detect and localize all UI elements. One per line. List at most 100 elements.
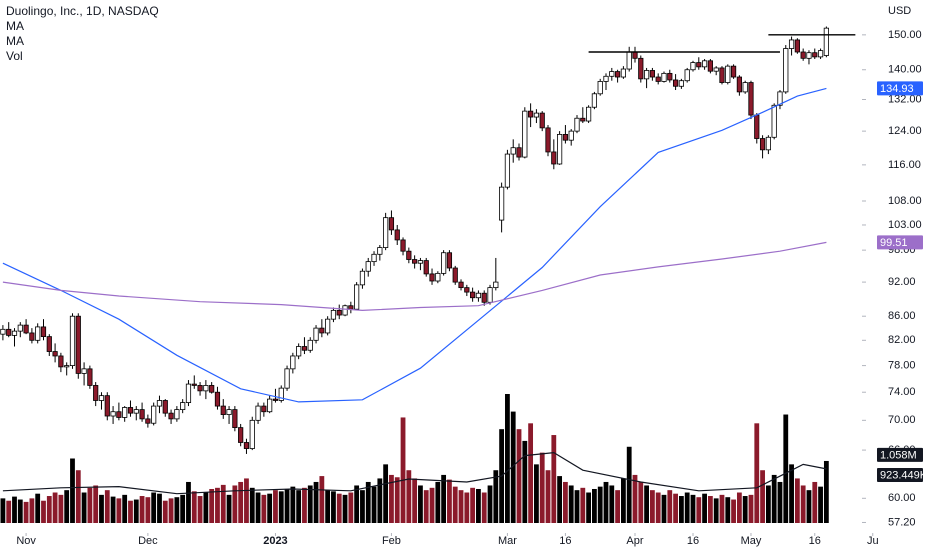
volume-bar: [586, 492, 592, 523]
candle-body: [626, 51, 632, 70]
candle-body: [464, 287, 470, 293]
candle-body: [284, 368, 290, 389]
volume-bar: [284, 488, 290, 523]
candle-body: [748, 82, 754, 116]
volume-bar: [313, 481, 319, 523]
candle-body: [504, 153, 511, 188]
x-tick-label: 2023: [263, 535, 287, 547]
candle-body: [58, 355, 64, 368]
volume-bar: [29, 498, 35, 523]
volume-bar: [823, 460, 829, 523]
volume-bar: [626, 446, 632, 523]
candle-body: [655, 76, 661, 82]
volume-bar: [429, 487, 435, 523]
candle-body: [214, 391, 221, 407]
volume-bar: [267, 493, 273, 523]
candle-body: [678, 80, 684, 87]
volume-bar: [777, 481, 783, 523]
volume-bar: [528, 423, 534, 523]
y-tick-label: 78.00: [888, 360, 916, 372]
volume-bar: [655, 492, 661, 523]
volume-bar: [771, 474, 777, 523]
volume-bar: [64, 490, 70, 523]
volume-bar: [93, 485, 99, 523]
candle-body: [568, 130, 574, 141]
volume-bar: [649, 490, 655, 523]
candle-body: [545, 127, 551, 153]
candle-body: [730, 65, 737, 78]
candle-body: [690, 62, 696, 71]
volume-bar: [186, 481, 191, 523]
volume-bar: [783, 414, 789, 523]
volume-bar: [615, 490, 620, 523]
volume-bar: [806, 490, 812, 523]
volume-bar: [244, 478, 249, 523]
y-tick-label: 82.00: [888, 334, 916, 346]
candle-body: [771, 104, 777, 138]
volume-bar: [145, 497, 151, 523]
candle-body: [75, 315, 81, 374]
volume-bar: [412, 478, 418, 523]
candle-body: [620, 68, 626, 78]
candle-body: [696, 62, 702, 68]
currency-label: USD: [888, 5, 911, 17]
volume-bar: [232, 485, 238, 523]
candle-body: [754, 114, 760, 139]
candle-body: [46, 336, 52, 352]
candle-body: [278, 387, 284, 401]
volume-bar: [447, 479, 452, 523]
volume-bar: [667, 490, 673, 523]
candle-body: [40, 326, 47, 338]
x-tick-label: May: [741, 535, 762, 547]
volume-bar: [99, 494, 104, 523]
candle-body: [406, 250, 412, 260]
candle-body: [725, 65, 731, 83]
moving-average-line: [2, 87, 827, 403]
volume-bar: [371, 486, 377, 523]
volume-bar: [673, 493, 678, 523]
candle-body: [185, 383, 192, 403]
y-tick-label: 60.00: [888, 492, 916, 504]
candle-body: [499, 186, 505, 221]
candle-body: [325, 318, 331, 334]
volume-bar: [423, 490, 429, 523]
candle-body: [162, 400, 168, 414]
candle-body: [127, 407, 134, 414]
candle-body: [313, 327, 319, 341]
candle-body: [342, 305, 348, 316]
candle-body: [52, 351, 58, 357]
volume-bar: [226, 494, 232, 523]
volume-bar: [534, 464, 539, 523]
price-badge: [877, 81, 923, 96]
volume-bar: [81, 492, 87, 523]
volume-bar: [574, 490, 580, 523]
candle-body: [800, 51, 806, 59]
price-badge-label: 1.058M: [880, 449, 917, 461]
legend-entry: MA: [6, 19, 24, 33]
candle-body: [203, 385, 209, 392]
volume-bar: [702, 493, 707, 523]
volume-bar: [563, 481, 568, 523]
volume-bar: [255, 492, 261, 523]
volume-bar: [209, 488, 215, 523]
candle-body: [11, 330, 18, 336]
y-tick-label: 132.00: [888, 93, 922, 105]
candle-body: [470, 291, 476, 299]
candle-body: [643, 70, 650, 80]
volume-bar: [713, 498, 719, 523]
candle-body: [191, 383, 197, 386]
y-tick-label: 86.00: [888, 310, 916, 322]
y-tick-label: 150.00: [888, 29, 922, 41]
candle-body: [354, 284, 360, 310]
candle-body: [145, 418, 151, 424]
candle-body: [64, 365, 70, 368]
candle-body: [238, 427, 244, 443]
y-tick-label: 108.00: [888, 195, 922, 207]
volume-bar: [336, 493, 342, 523]
candle-body: [557, 134, 563, 165]
volume-bar: [638, 481, 644, 523]
candle-body: [788, 39, 795, 49]
volume-bar: [17, 499, 23, 523]
volume-bar: [220, 484, 226, 523]
volume-bar: [800, 485, 806, 523]
